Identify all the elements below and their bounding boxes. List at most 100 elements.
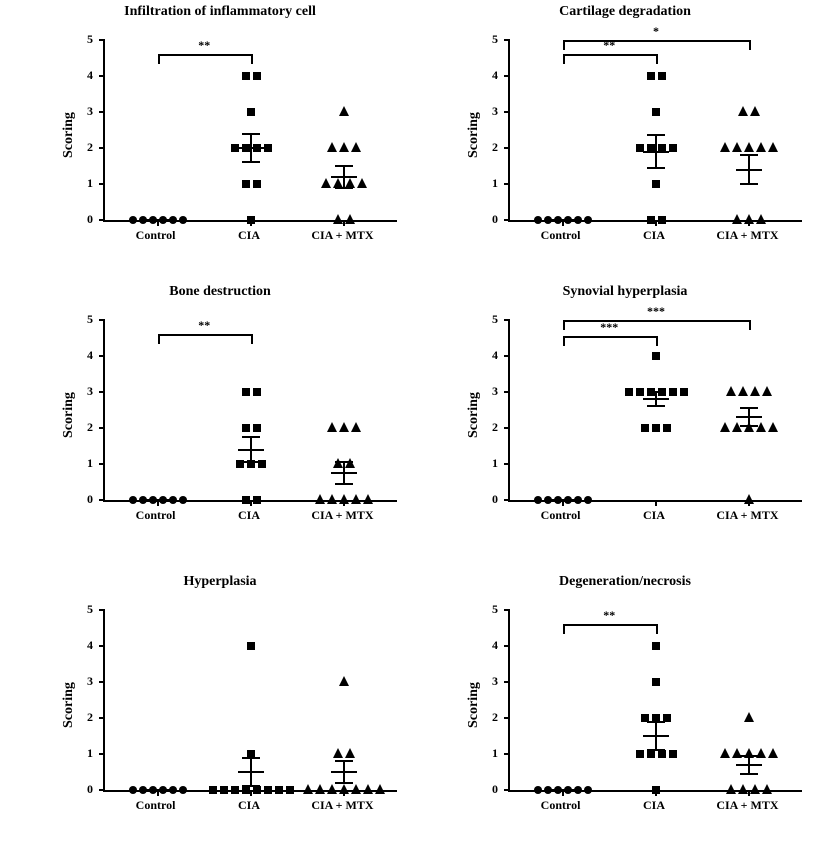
square-marker <box>652 786 660 794</box>
y-tick-label: 1 <box>75 176 93 191</box>
square-marker <box>231 786 239 794</box>
error-bar-cap <box>647 167 665 169</box>
y-tick-label: 2 <box>75 420 93 435</box>
triangle-marker <box>315 494 325 504</box>
y-tick <box>99 219 105 221</box>
chart-panel: HyperplasiaScoring012345ControlCIACIA + … <box>35 570 405 830</box>
y-tick <box>504 645 510 647</box>
error-bar-cap <box>740 755 758 757</box>
x-tick-label: CIA <box>199 798 299 813</box>
error-bar-cap <box>242 757 260 759</box>
y-tick-label: 4 <box>480 68 498 83</box>
significance-bracket <box>158 54 253 56</box>
y-tick-label: 4 <box>75 638 93 653</box>
significance-bracket <box>563 336 658 338</box>
square-marker <box>264 144 272 152</box>
circle-marker <box>534 786 542 794</box>
mean-line <box>238 771 264 773</box>
x-tick-label: Control <box>106 508 206 523</box>
mean-line <box>550 789 576 791</box>
square-marker <box>220 786 228 794</box>
circle-marker <box>534 496 542 504</box>
triangle-marker <box>327 422 337 432</box>
circle-marker <box>129 786 137 794</box>
y-tick-label: 5 <box>75 312 93 327</box>
y-tick-label: 5 <box>480 312 498 327</box>
error-bar-cap <box>740 407 758 409</box>
square-marker <box>652 642 660 650</box>
circle-marker <box>584 786 592 794</box>
triangle-marker <box>339 494 349 504</box>
square-marker <box>253 180 261 188</box>
plot-area: ** <box>103 40 397 222</box>
error-bar-cap <box>647 405 665 407</box>
triangle-marker <box>363 494 373 504</box>
triangle-marker <box>720 142 730 152</box>
square-marker <box>264 786 272 794</box>
mean-line <box>331 771 357 773</box>
mean-line <box>331 472 357 474</box>
triangle-marker <box>339 784 349 794</box>
square-marker <box>680 388 688 396</box>
error-bar-cap <box>335 165 353 167</box>
triangle-marker <box>327 784 337 794</box>
significance-bracket-tick <box>749 40 751 50</box>
circle-marker <box>534 216 542 224</box>
circle-marker <box>179 216 187 224</box>
square-marker <box>663 424 671 432</box>
x-tick-label: CIA + MTX <box>292 798 392 813</box>
y-tick <box>99 499 105 501</box>
error-bar-cap <box>740 154 758 156</box>
x-tick-label: CIA + MTX <box>697 798 797 813</box>
circle-marker <box>584 216 592 224</box>
triangle-marker <box>732 142 742 152</box>
y-tick-label: 5 <box>480 602 498 617</box>
significance-bracket-tick <box>158 54 160 64</box>
triangle-marker <box>351 494 361 504</box>
square-marker <box>247 642 255 650</box>
significance-bracket <box>563 54 658 56</box>
triangle-marker <box>738 784 748 794</box>
y-tick-label: 3 <box>480 104 498 119</box>
triangle-marker <box>339 106 349 116</box>
y-tick-label: 4 <box>75 348 93 363</box>
chart-panel: Cartilage degradation***Scoring012345Con… <box>440 0 810 260</box>
y-tick <box>99 39 105 41</box>
y-tick-label: 1 <box>75 456 93 471</box>
square-marker <box>652 108 660 116</box>
mean-line <box>550 219 576 221</box>
square-marker <box>242 496 250 504</box>
y-tick <box>504 219 510 221</box>
square-marker <box>253 424 261 432</box>
error-bar-cap <box>647 391 665 393</box>
significance-label: * <box>653 24 659 39</box>
y-tick <box>504 355 510 357</box>
significance-bracket-tick <box>656 54 658 64</box>
triangle-marker <box>351 142 361 152</box>
square-marker <box>669 144 677 152</box>
significance-bracket-tick <box>563 624 565 634</box>
error-bar-cap <box>335 760 353 762</box>
square-marker <box>242 72 250 80</box>
circle-marker <box>584 496 592 504</box>
y-tick-label: 2 <box>75 140 93 155</box>
significance-bracket <box>563 40 752 42</box>
x-tick-label: Control <box>106 228 206 243</box>
triangle-marker <box>738 106 748 116</box>
mean-line <box>331 176 357 178</box>
circle-marker <box>129 496 137 504</box>
triangle-marker <box>315 784 325 794</box>
mean-line <box>145 219 171 221</box>
x-tick-label: CIA + MTX <box>697 508 797 523</box>
triangle-marker <box>744 494 754 504</box>
y-tick <box>504 717 510 719</box>
square-marker <box>242 388 250 396</box>
triangle-marker <box>750 784 760 794</box>
y-tick <box>504 427 510 429</box>
significance-bracket-tick <box>749 320 751 330</box>
significance-bracket-tick <box>251 334 253 344</box>
y-tick <box>504 183 510 185</box>
triangle-marker <box>744 142 754 152</box>
error-bar-cap <box>335 782 353 784</box>
triangle-marker <box>339 142 349 152</box>
